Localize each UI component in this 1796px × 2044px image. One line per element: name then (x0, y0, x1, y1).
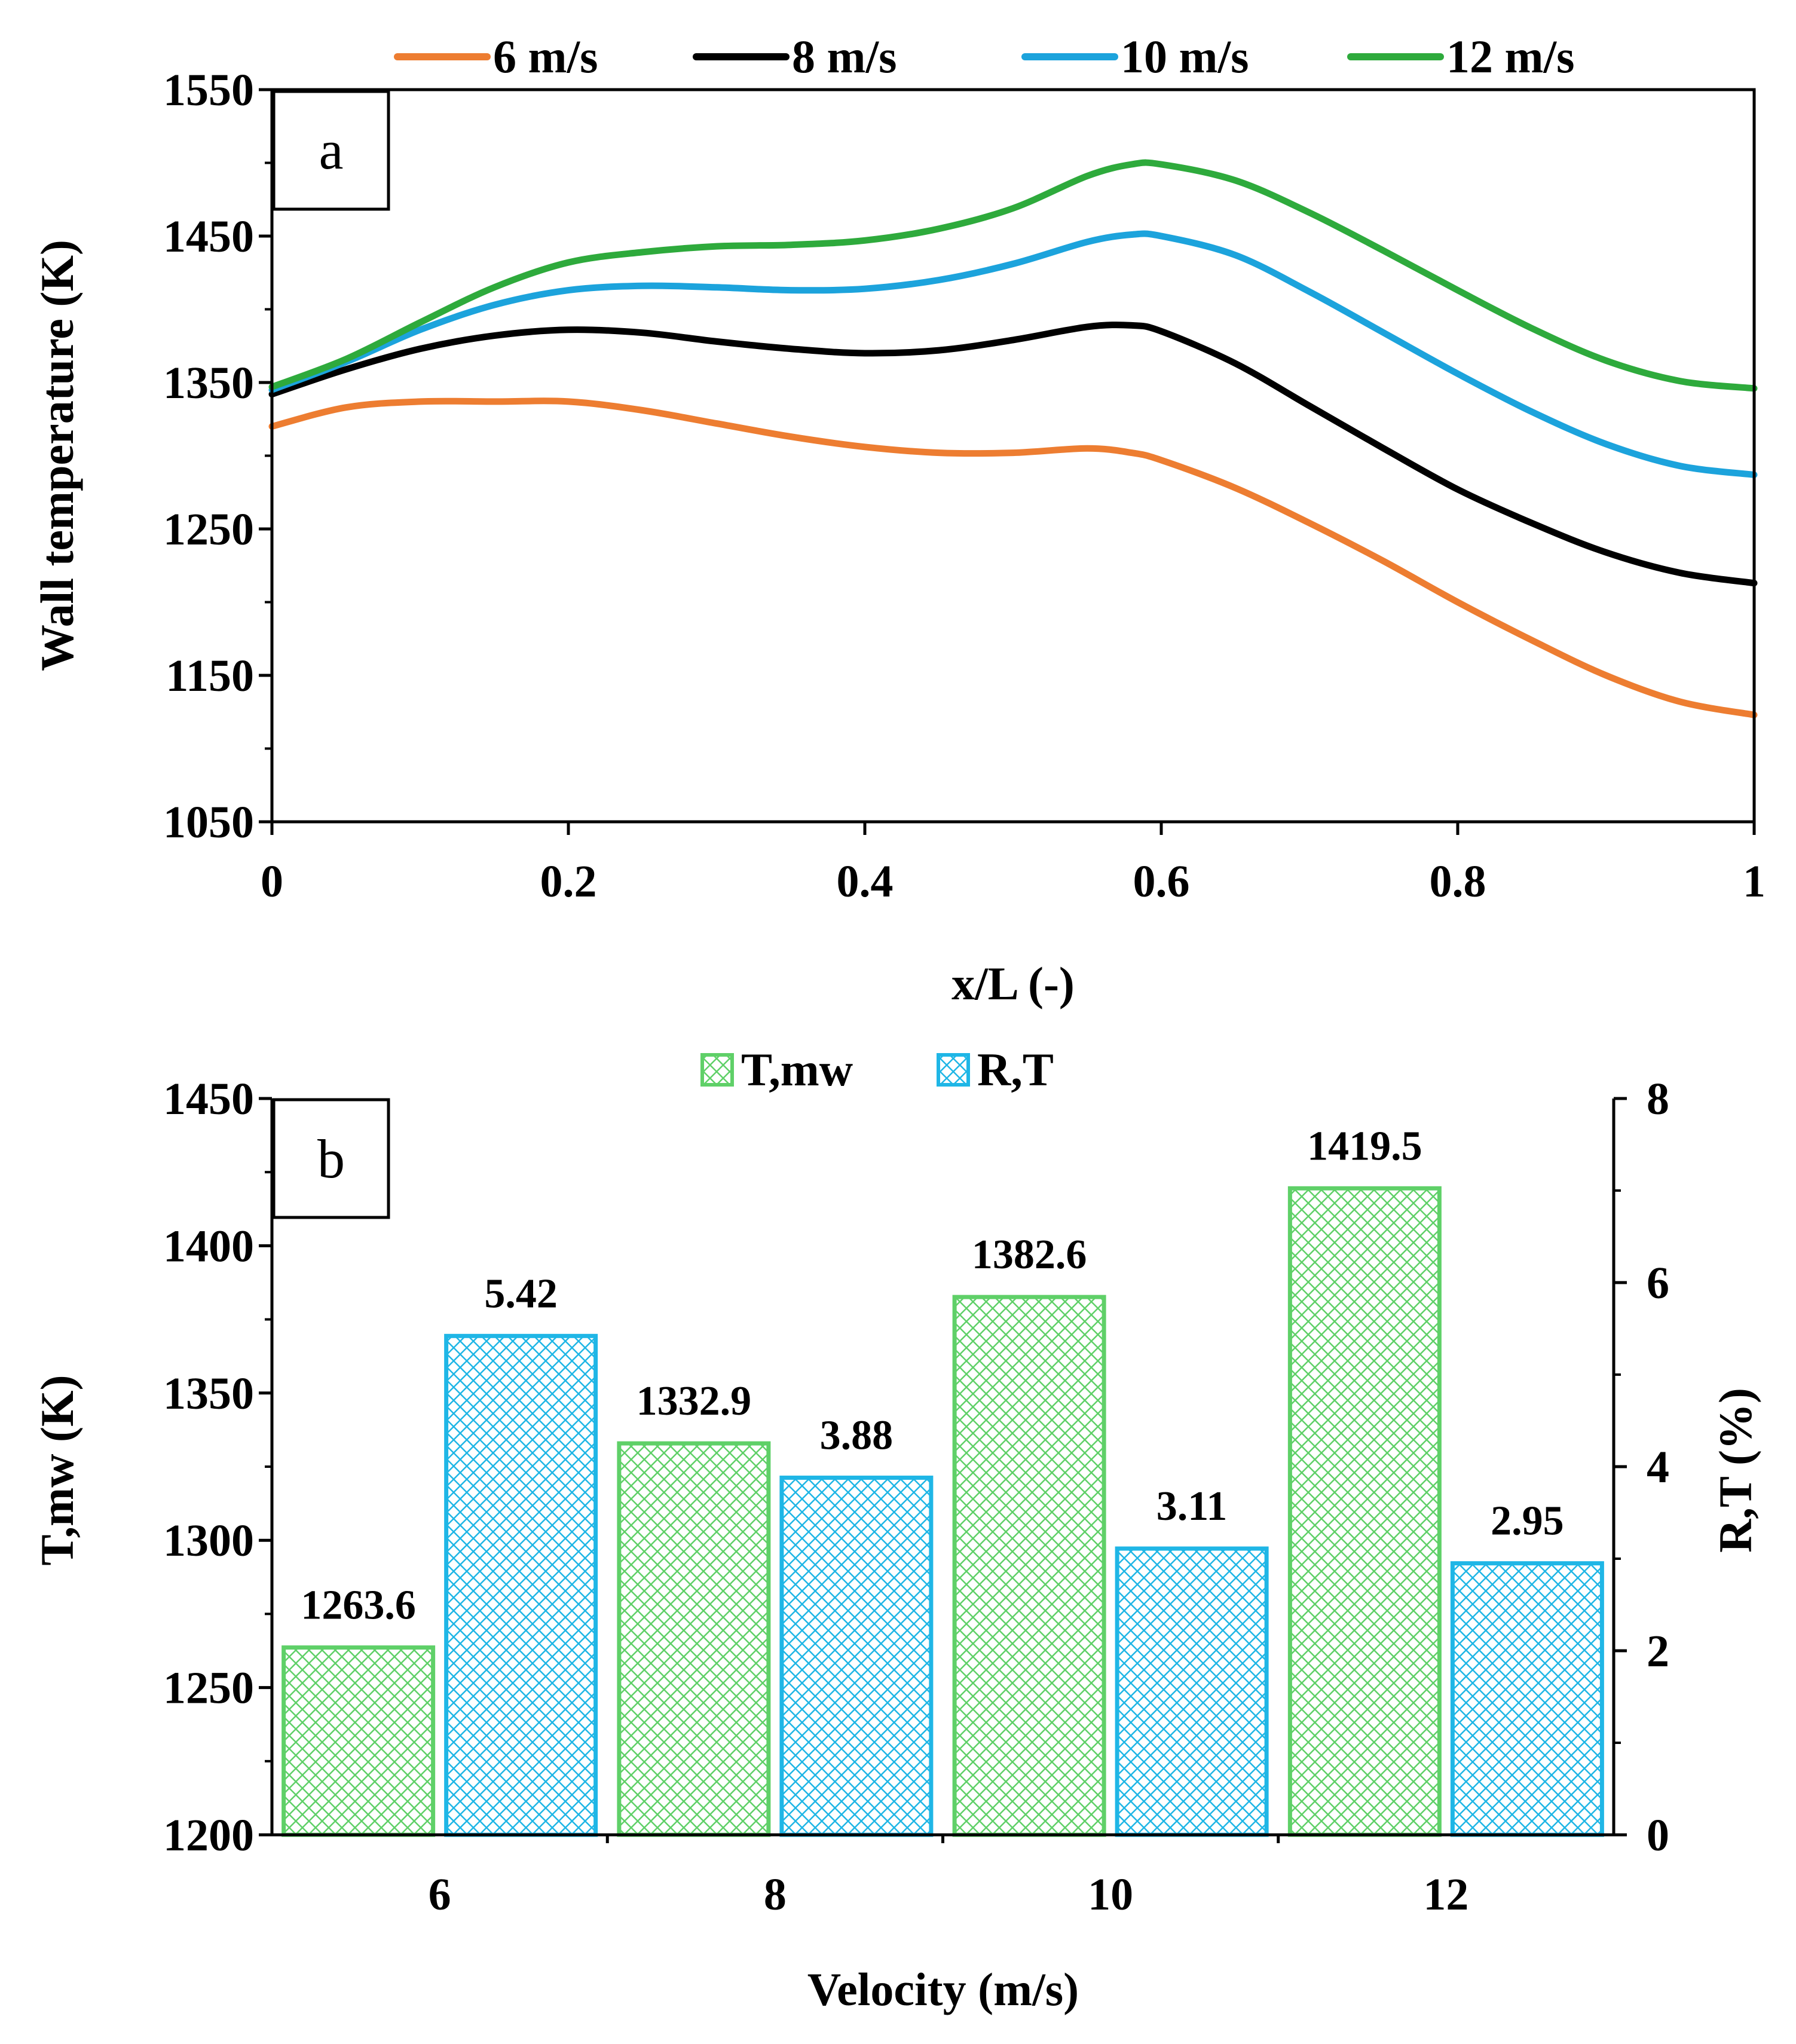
bar-t-mw-10 (952, 1295, 1106, 1837)
panel-label-a: a (319, 120, 344, 180)
x-tick-label-a: 1 (1743, 856, 1766, 907)
data-label-r-t-8: 3.88 (820, 1412, 894, 1458)
legend-label-6-m-s: 6 m/s (493, 30, 598, 82)
legend-label-12-m-s: 12 m/s (1446, 30, 1575, 82)
bar-t-mw-8 (617, 1441, 771, 1837)
y-tick-label-b: 1200 (163, 1810, 254, 1861)
legend-swatch-t-mw (700, 1053, 734, 1087)
axes-panel-b: 1200 1250 1300 1350 1400 1450 0 2 4 6 8 6 8 10 12 (163, 1074, 1669, 1920)
y-tick-label-b: 1250 (163, 1663, 254, 1713)
legend-label-8-m-s: 8 m/s (792, 30, 897, 82)
panel-label-b: b (317, 1128, 345, 1189)
axes-panel-a: 1050 1150 1250 1350 1450 1550 0 0.2 0.4 0.6 0.8 1 (163, 65, 1766, 907)
y-tick-label-a: 1250 (163, 504, 254, 555)
panel-label-box-b (272, 1098, 390, 1219)
data-label-r-t-10: 3.11 (1156, 1483, 1228, 1529)
line-series-group (268, 159, 1758, 718)
chart-panel-a: 6 m/s 8 m/s 10 m/s 12 m/s 10501150125013501… (31, 30, 1766, 1009)
y2-tick-label-b: 4 (1647, 1442, 1669, 1492)
x-tick-label-a: 0.2 (540, 856, 597, 907)
data-label-r-t-12: 2.95 (1491, 1498, 1564, 1544)
y2-tick-label-b: 2 (1647, 1626, 1669, 1676)
panel-label-box-a (272, 90, 390, 211)
x-tick-label-a: 0.6 (1133, 856, 1190, 907)
x-tick-label-b: 8 (764, 1869, 787, 1920)
bar-t-mw-12 (1287, 1186, 1442, 1837)
bar-r-t-10 (1115, 1546, 1269, 1837)
y2-tick-label-b: 0 (1647, 1810, 1669, 1861)
y-axis-label-a: Wall temperature (K) (31, 240, 83, 671)
y-tick-label-a: 1050 (163, 797, 254, 847)
line-series-6-m-s (268, 397, 1758, 718)
bar-group: 1263.6 5.42 1332.9 3.88 1382.6 3.11 1419.5 2.95 (282, 1123, 1604, 1837)
legend-swatch-r-t (937, 1053, 970, 1087)
x-axis-label-b: Velocity (m/s) (807, 1963, 1079, 2015)
data-label-t-mw-12: 1419.5 (1307, 1123, 1422, 1169)
line-series-12-m-s (268, 159, 1758, 392)
legend-label-r-t: R,T (977, 1044, 1054, 1096)
legend-panel-a: 6 m/s 8 m/s 10 m/s 12 m/s (394, 30, 1575, 82)
x-tick-label-b: 12 (1423, 1869, 1468, 1920)
y2-tick-label-b: 8 (1647, 1074, 1669, 1124)
x-tick-label-a: 0.4 (837, 856, 894, 907)
y-tick-label-a: 1450 (163, 212, 254, 262)
legend-label-t-mw: T,mw (741, 1044, 853, 1096)
data-label-r-t-6: 5.42 (484, 1271, 558, 1317)
x-tick-label-a: 0.8 (1430, 856, 1486, 907)
chart-panel-b: T,mw R,T 1263.6 5.42 1332.9 3.88 1382.6 3.11 14… (31, 1044, 1761, 2015)
x-axis-label-a: x/L (-) (951, 957, 1075, 1009)
y-tick-label-b: 1350 (163, 1369, 254, 1419)
y-tick-label-b: 1300 (163, 1516, 254, 1566)
legend-panel-b: T,mw R,T (700, 1044, 1054, 1096)
y-tick-label-a: 1550 (163, 65, 254, 115)
line-series-10-m-s (268, 230, 1758, 478)
y-axis-label-b: T,mw (K) (31, 1375, 83, 1565)
y-tick-label-a: 1350 (163, 358, 254, 408)
y-tick-label-a: 1150 (166, 651, 254, 701)
x-tick-label-b: 6 (429, 1869, 451, 1920)
data-label-t-mw-8: 1332.9 (637, 1378, 752, 1424)
y2-axis-label-b: R,T (%) (1709, 1388, 1761, 1553)
data-label-t-mw-10: 1382.6 (972, 1232, 1087, 1278)
legend-label-10-m-s: 10 m/s (1121, 30, 1249, 82)
line-series-8-m-s (268, 322, 1758, 587)
bar-r-t-12 (1450, 1561, 1604, 1837)
bar-t-mw-6 (282, 1645, 436, 1837)
y2-tick-label-b: 6 (1647, 1258, 1669, 1308)
y-tick-label-b: 1400 (163, 1221, 254, 1271)
data-label-t-mw-6: 1263.6 (301, 1583, 416, 1629)
x-tick-label-b: 10 (1088, 1869, 1133, 1920)
y-tick-label-b: 1450 (163, 1074, 254, 1124)
x-tick-label-a: 0 (261, 856, 283, 907)
bar-r-t-8 (779, 1475, 934, 1837)
bar-r-t-6 (444, 1333, 598, 1837)
